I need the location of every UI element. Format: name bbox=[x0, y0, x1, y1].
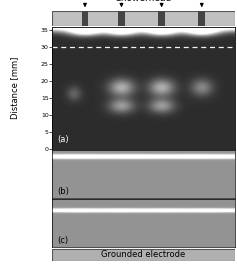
Text: Grounded electrode: Grounded electrode bbox=[101, 250, 186, 259]
Bar bbox=[158, 10, 165, 28]
Text: Distance [mm]: Distance [mm] bbox=[10, 57, 19, 119]
Bar bbox=[199, 10, 205, 28]
Bar bbox=[118, 10, 125, 28]
Text: (b): (b) bbox=[58, 187, 69, 196]
Text: Showerhead: Showerhead bbox=[115, 0, 172, 3]
Text: (c): (c) bbox=[58, 236, 69, 245]
Text: (a): (a) bbox=[58, 135, 69, 144]
Bar bbox=[82, 10, 88, 28]
